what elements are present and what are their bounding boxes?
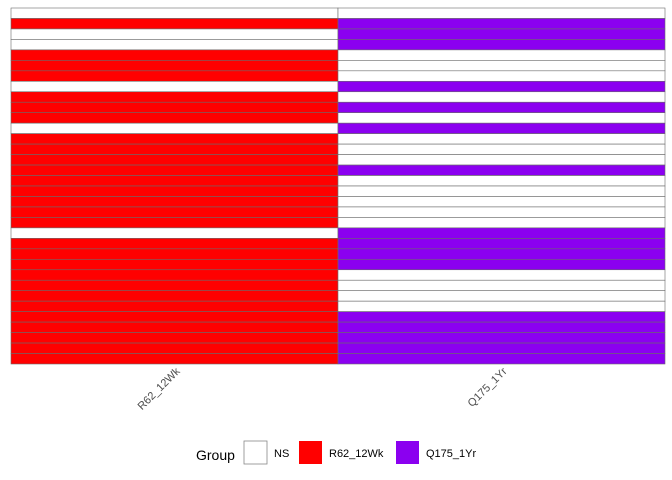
- heatmap-cell: [337, 122, 666, 134]
- legend-swatch: [396, 441, 419, 464]
- heatmap-cell: [10, 80, 339, 93]
- heatmap-cell: [10, 238, 339, 250]
- heatmap-cell: [10, 353, 339, 365]
- heatmap-cell: [337, 80, 666, 93]
- heatmap-cell: [337, 248, 666, 260]
- heatmap-cell: [10, 311, 339, 323]
- heatmap-cell: [337, 185, 666, 197]
- heatmap-cell: [10, 154, 339, 166]
- heatmap-cell: [337, 28, 666, 40]
- legend-label: NS: [274, 448, 289, 460]
- heatmap-cell: [337, 300, 666, 312]
- legend-label: R62_12Wk: [329, 448, 384, 460]
- heatmap-cell: [10, 185, 339, 197]
- heatmap-cell: [337, 342, 666, 354]
- x-tick-label: R62_12Wk: [136, 365, 183, 412]
- heatmap-cell: [10, 196, 339, 208]
- legend-swatch: [299, 441, 322, 464]
- heatmap-cell: [10, 122, 339, 134]
- heatmap-cell: [337, 332, 666, 344]
- heatmap-cell: [337, 70, 666, 82]
- heatmap-cell: [337, 39, 666, 51]
- legend-label: Q175_1Yr: [426, 448, 476, 460]
- heatmap-cell: [10, 217, 339, 229]
- heatmap-cell: [10, 7, 339, 19]
- heatmap-cell: [10, 101, 339, 114]
- heatmap-cell: [337, 143, 666, 155]
- heatmap-cell: [10, 133, 339, 145]
- heatmap-cell: [337, 353, 666, 365]
- heatmap-cell: [337, 91, 666, 103]
- legend-items: NS R62_12Wk Q175_1Yr: [243, 440, 476, 465]
- heatmap-cell: [337, 258, 666, 271]
- heatmap-cell: [337, 7, 666, 19]
- heatmap-cell: [10, 279, 339, 292]
- heatmap-cell: [337, 164, 666, 176]
- heatmap-cell: [337, 133, 666, 145]
- heatmap-cell: [337, 321, 666, 333]
- heatmap-cell: [10, 269, 339, 281]
- heatmap-cell: [10, 28, 339, 40]
- heatmap-cell: [10, 70, 339, 82]
- heatmap-cell: [337, 49, 666, 61]
- legend: Group NS R62_12Wk Q175_1Yr: [196, 440, 476, 465]
- heatmap-cell: [10, 60, 339, 72]
- heatmap-cell: [10, 300, 339, 312]
- heatmap-cell: [337, 217, 666, 229]
- heatmap-cell: [337, 311, 666, 323]
- heatmap-cell: [337, 154, 666, 166]
- heatmap-cell: [337, 175, 666, 187]
- heatmap-cell: [337, 112, 666, 124]
- heatmap-cell: [10, 18, 339, 30]
- heatmap-cell: [10, 164, 339, 176]
- heatmap-cells: [10, 7, 666, 365]
- heatmap-cell: [337, 60, 666, 72]
- heatmap-cell: [10, 91, 339, 103]
- heatmap-cell: [10, 248, 339, 260]
- heatmap-cell: [337, 238, 666, 250]
- heatmap-cell: [337, 196, 666, 208]
- heatmap-cell: [10, 258, 339, 271]
- heatmap-cell: [10, 175, 339, 187]
- heatmap-cell: [10, 206, 339, 218]
- heatmap-cell: [10, 227, 339, 239]
- heatmap-cell: [10, 49, 339, 61]
- heatmap-cell: [337, 101, 666, 114]
- heatmap-cell: [10, 112, 339, 124]
- heatmap-cell: [337, 227, 666, 239]
- heatmap-cell: [10, 290, 339, 302]
- heatmap-cell: [337, 290, 666, 302]
- heatmap-cell: [10, 332, 339, 344]
- heatmap-cell: [337, 279, 666, 292]
- legend-title: Group: [196, 447, 235, 463]
- x-tick-label: Q175_1Yr: [466, 365, 510, 409]
- heatmap-cell: [337, 269, 666, 281]
- heatmap-cell: [337, 206, 666, 218]
- heatmap-cell: [337, 18, 666, 30]
- legend-swatch: [243, 440, 268, 465]
- heatmap-cell: [10, 143, 339, 155]
- heatmap-cell: [10, 39, 339, 51]
- x-axis-tick-labels: R62_12Wk Q175_1Yr: [136, 365, 510, 412]
- heatmap-cell: [10, 321, 339, 333]
- heatmap-cell: [10, 342, 339, 354]
